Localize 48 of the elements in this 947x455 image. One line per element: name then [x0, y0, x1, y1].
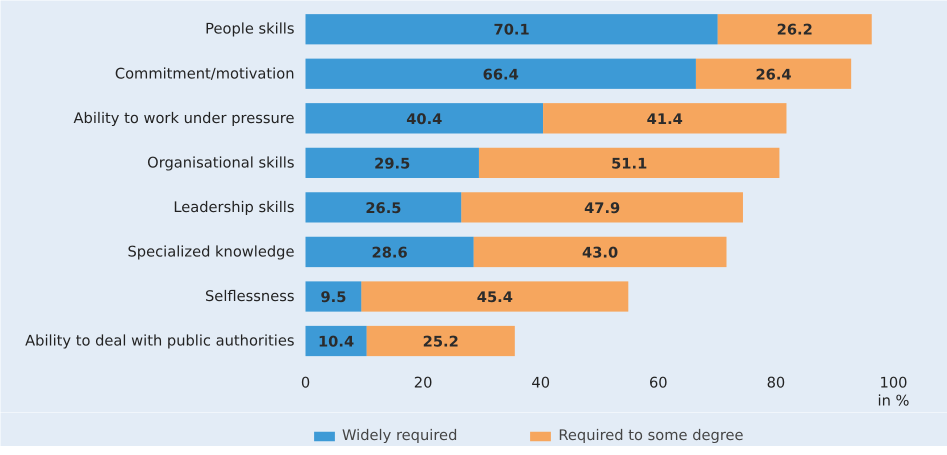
- legend-label: Required to some degree: [558, 427, 744, 444]
- data-label: 51.1: [611, 155, 648, 172]
- bar: [306, 103, 544, 134]
- data-label: 43.0: [582, 244, 618, 262]
- bar: [366, 326, 515, 356]
- x-tick-label: 40: [531, 374, 550, 392]
- y-tick-label: Ability to deal with public authorities: [25, 332, 295, 350]
- x-tick-label: 60: [648, 374, 668, 392]
- data-label: 40.4: [406, 110, 442, 128]
- bar: [306, 14, 718, 44]
- data-label: 9.5: [320, 288, 346, 306]
- y-tick-label: Commitment/motivation: [114, 65, 295, 82]
- y-tick-label: Organisational skills: [147, 154, 295, 172]
- y-tick-label: People skills: [205, 20, 294, 38]
- data-label: 10.4: [318, 334, 354, 351]
- bar: [461, 192, 743, 223]
- data-label: 26.4: [755, 66, 792, 84]
- data-label: 28.6: [372, 244, 408, 262]
- bar: [306, 58, 696, 89]
- bar: [306, 281, 362, 312]
- y-tick-label: Leadership skills: [173, 198, 294, 216]
- data-label: 70.1: [494, 22, 530, 39]
- data-label: 26.5: [365, 200, 402, 217]
- bar: [718, 14, 872, 44]
- bar: [306, 148, 479, 178]
- bar: [696, 58, 852, 89]
- y-tick-label: Specialized knowledge: [128, 243, 295, 260]
- data-label: 26.2: [776, 22, 813, 39]
- x-tick-label: 80: [766, 374, 786, 392]
- data-label: 29.5: [374, 155, 410, 172]
- x-axis-title: in %: [878, 392, 910, 410]
- x-tick-label: 20: [414, 374, 432, 392]
- bar: [478, 148, 780, 178]
- data-label: 66.4: [482, 66, 519, 84]
- data-label: 25.2: [422, 334, 459, 351]
- bar: [306, 192, 462, 223]
- bar: [306, 236, 474, 268]
- bar: [361, 281, 628, 312]
- data-label: 41.4: [646, 110, 683, 128]
- x-tick-label: 0: [300, 374, 310, 392]
- bar: [474, 236, 727, 268]
- legend-label: Widely required: [342, 427, 458, 444]
- y-tick-label: Selflessness: [205, 288, 295, 305]
- y-tick-label: Ability to work under pressure: [73, 110, 295, 127]
- x-tick-label: 100: [880, 374, 908, 392]
- data-label: 47.9: [584, 200, 620, 217]
- bar: [543, 103, 786, 134]
- data-label: 45.4: [476, 288, 513, 306]
